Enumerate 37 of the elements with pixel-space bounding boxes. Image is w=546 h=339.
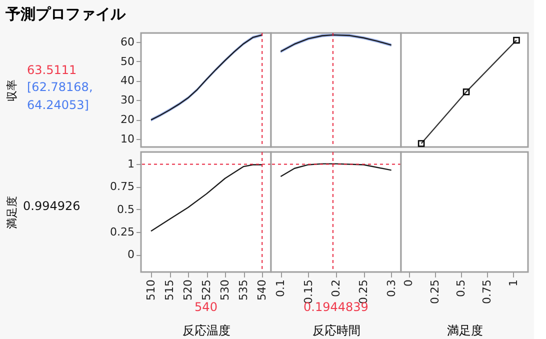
x-tick-label: 530 [218, 280, 232, 300]
y-tick-label: 0 [128, 248, 134, 262]
x-tick-label: 0 [402, 280, 416, 286]
y-tick-label: 40 [120, 74, 134, 88]
x-tick-label: 0.2 [330, 280, 342, 297]
text: 63.5111 [27, 63, 77, 77]
text: 540 [194, 300, 218, 314]
text: 0.994926 [23, 199, 80, 213]
y-tick-label: 30 [120, 94, 134, 107]
x-tick-label: 0.3 [384, 280, 398, 297]
y-tick-label: 10 [120, 132, 134, 146]
x-tick-label: 535 [237, 280, 250, 300]
x-tick-label: 520 [182, 280, 195, 300]
y-axis-title: 満足度 [6, 196, 18, 229]
text: [62.78168, 64.24053] [27, 80, 93, 112]
y-tick-label: 1 [128, 157, 134, 170]
x-axis-title: 反応温度 [182, 324, 230, 338]
x-axis-title: 満足度 [447, 324, 483, 338]
chart-title: 予測プロファイル [4, 4, 126, 23]
y-tick-label: 0.75 [110, 180, 134, 194]
y-tick-label: 0.25 [110, 226, 134, 238]
x-tick-label: 510 [144, 280, 158, 300]
y-tick-label: 20 [120, 113, 134, 126]
x-tick-label: 0.75 [480, 280, 494, 304]
x-tick-label: 525 [200, 280, 214, 300]
y-tick-label: 60 [120, 35, 134, 48]
x-tick-label: 515 [163, 280, 176, 300]
x-axis-title: 反応時間 [312, 324, 360, 338]
y-axis-title: 収率 [6, 80, 18, 102]
x-tick-label: 0.15 [302, 280, 315, 304]
y-tick-label: 50 [120, 54, 134, 68]
x-tick-label: 0.5 [454, 280, 468, 297]
x-tick-label: 0.25 [428, 280, 442, 304]
x-tick-label: 1 [506, 280, 520, 286]
x-tick-label: 540 [256, 280, 269, 300]
x-tick-label: 0.1 [274, 280, 288, 297]
y-tick-label: 0.5 [117, 202, 134, 216]
